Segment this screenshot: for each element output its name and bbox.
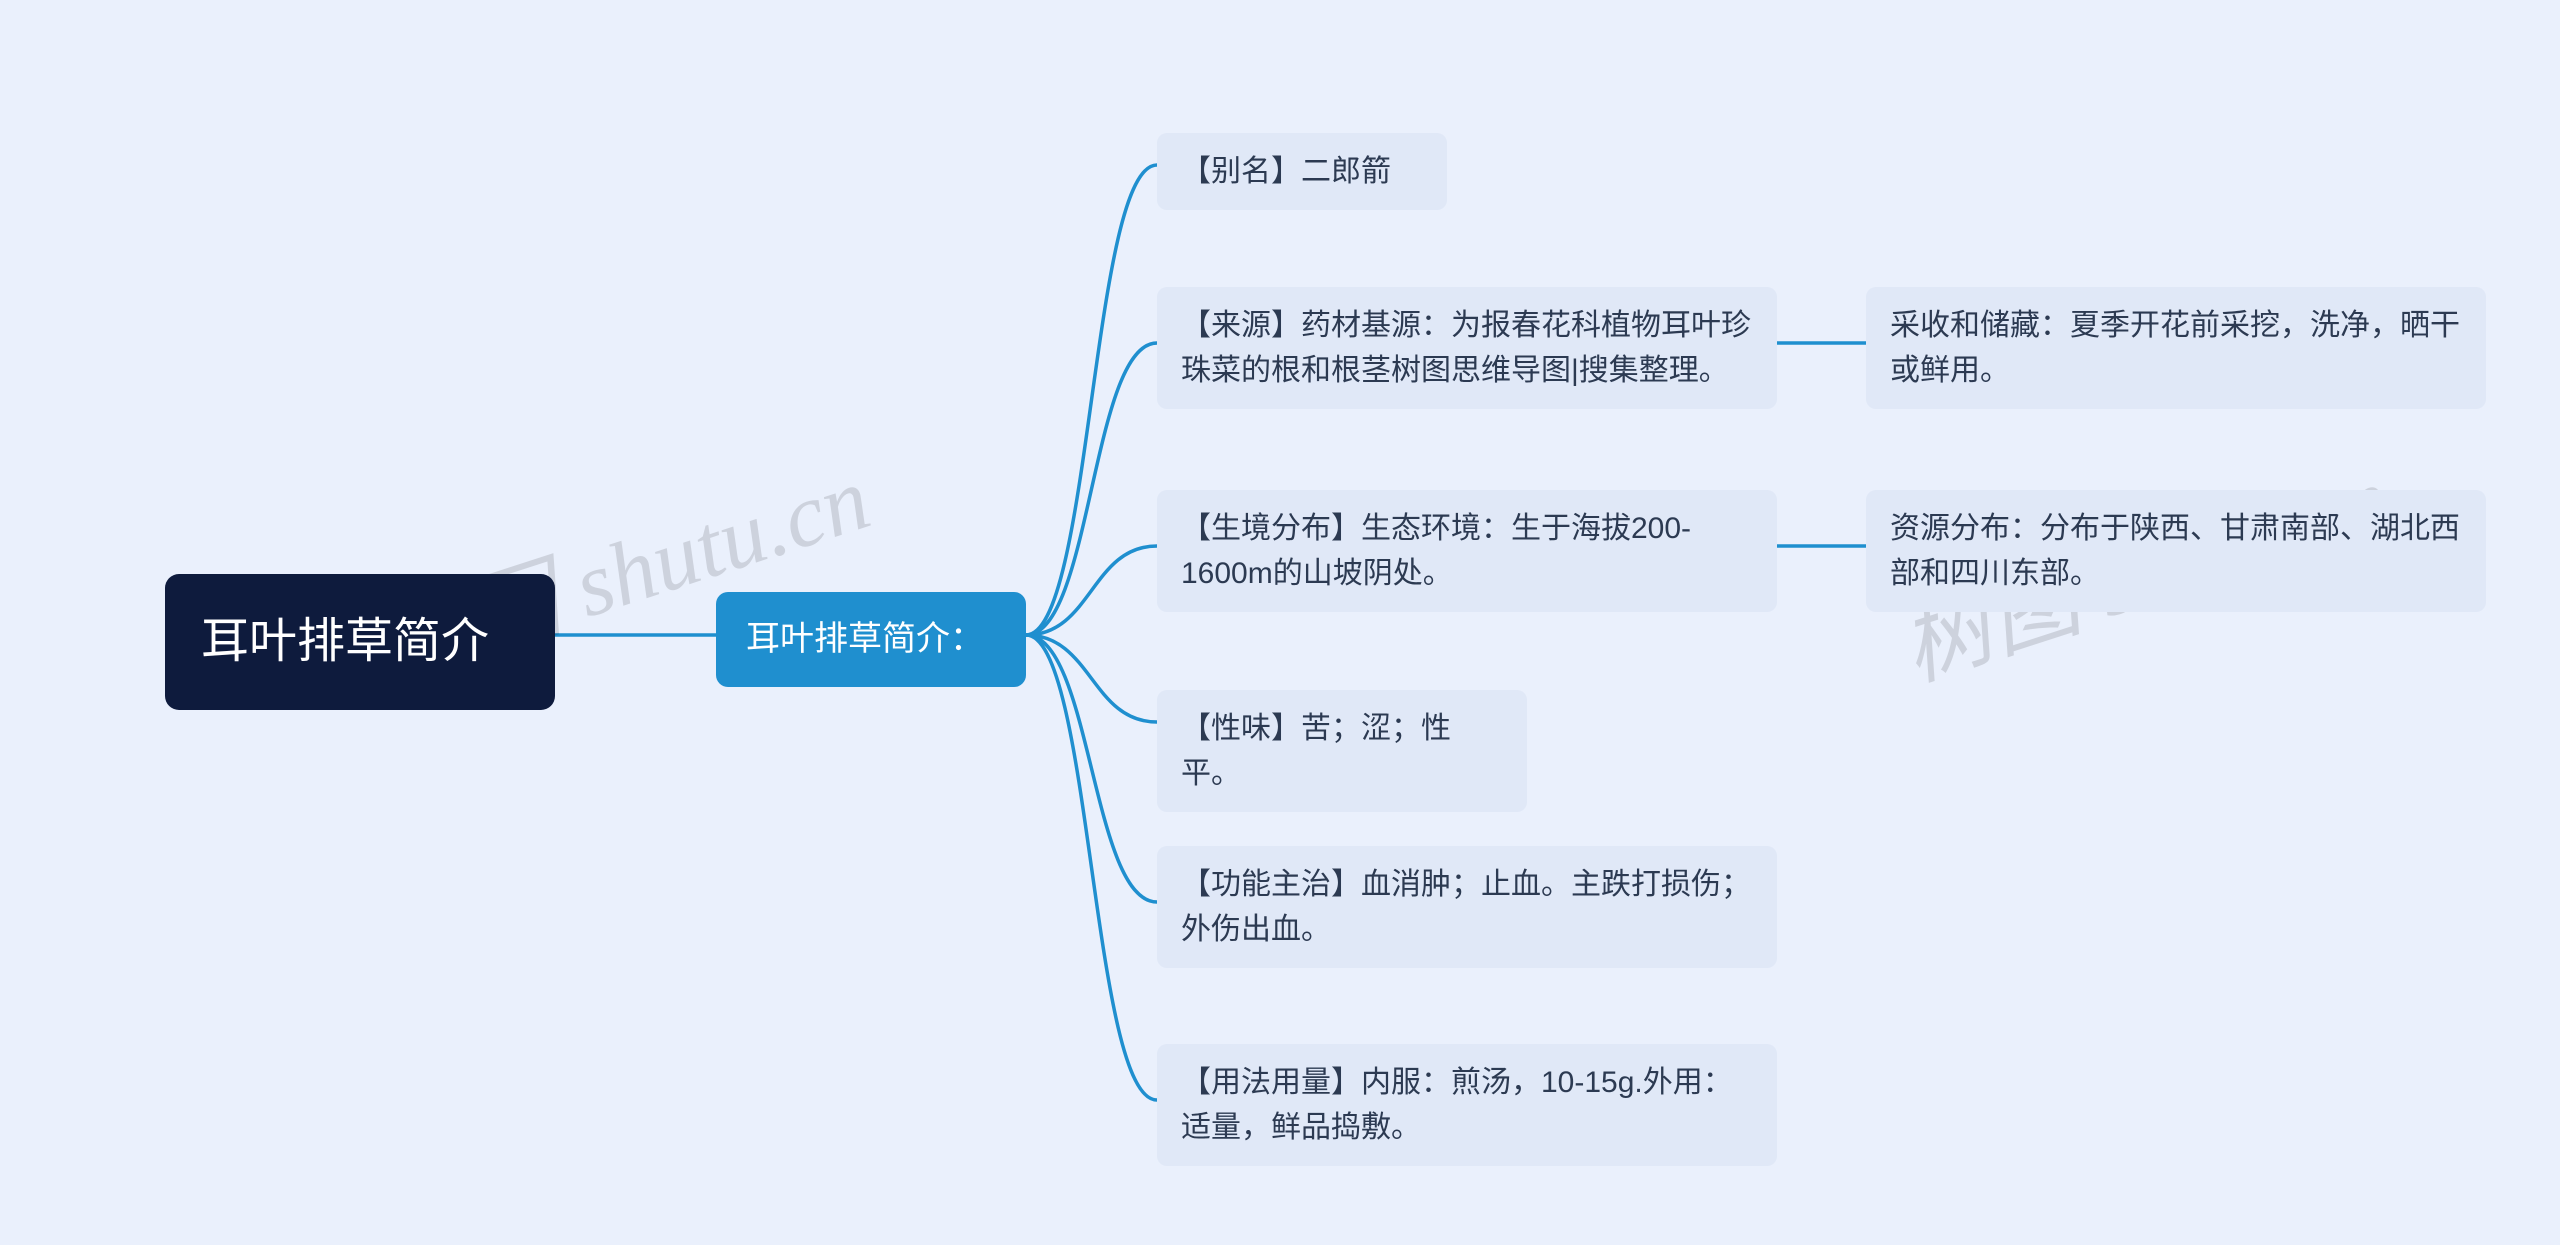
leaf-habitat-detail[interactable]: 资源分布：分布于陕西、甘肃南部、湖北西部和四川东部。 — [1866, 490, 2486, 612]
leaf-usage[interactable]: 【用法用量】内服：煎汤，10-15g.外用：适量，鲜品捣敷。 — [1157, 1044, 1777, 1166]
root-node[interactable]: 耳叶排草简介 — [165, 574, 555, 710]
leaf-taste[interactable]: 【性味】苦；涩；性平。 — [1157, 690, 1527, 812]
leaf-habitat[interactable]: 【生境分布】生态环境：生于海拔200-1600m的山坡阴处。 — [1157, 490, 1777, 612]
mindmap-canvas: 树图 shutu.cn 树图 shutu.cn 耳叶排草简介 耳叶排草简介： 【… — [0, 0, 2560, 1245]
leaf-alias[interactable]: 【别名】二郎箭 — [1157, 133, 1447, 210]
leaf-source[interactable]: 【来源】药材基源：为报春花科植物耳叶珍珠菜的根和根茎树图思维导图|搜集整理。 — [1157, 287, 1777, 409]
leaf-source-detail[interactable]: 采收和储藏：夏季开花前采挖，洗净，晒干或鲜用。 — [1866, 287, 2486, 409]
subroot-node[interactable]: 耳叶排草简介： — [716, 592, 1026, 687]
leaf-func[interactable]: 【功能主治】血消肿；止血。主跌打损伤；外伤出血。 — [1157, 846, 1777, 968]
